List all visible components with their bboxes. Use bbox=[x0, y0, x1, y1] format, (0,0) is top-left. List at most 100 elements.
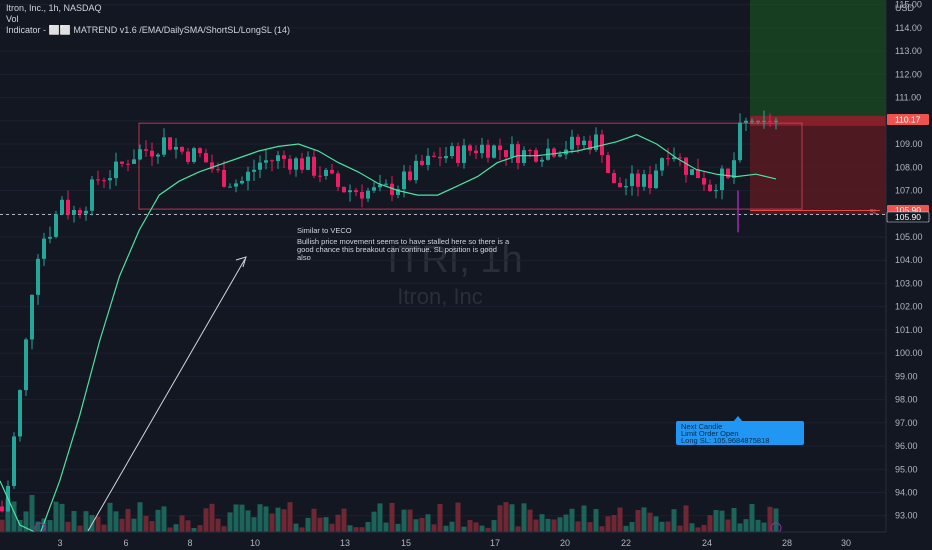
price-tick-label: 96.00 bbox=[895, 441, 918, 451]
candle bbox=[582, 136, 586, 150]
candle bbox=[234, 179, 238, 193]
position-zones[interactable] bbox=[0, 0, 886, 215]
volume-bar bbox=[95, 516, 101, 532]
volume-bar bbox=[155, 509, 161, 532]
time-tick-label: 28 bbox=[782, 538, 792, 548]
candle bbox=[78, 207, 82, 219]
note-line-2[interactable]: good chance this breakout can continue. … bbox=[297, 245, 497, 254]
consolidation-box[interactable] bbox=[138, 122, 803, 210]
candle bbox=[750, 118, 754, 125]
candle bbox=[294, 156, 298, 177]
volume-bar bbox=[263, 506, 269, 532]
volume-bar bbox=[533, 519, 539, 532]
volume-bar bbox=[137, 502, 143, 532]
volume-bar bbox=[443, 525, 449, 532]
volume-bar bbox=[743, 519, 749, 532]
volume-bar bbox=[287, 502, 293, 532]
volume-bar bbox=[323, 517, 329, 532]
price-axis[interactable]: USD 93.00 94.00 95.00 96.00 97.00 98.00 99.00 1… bbox=[885, 0, 932, 532]
candle bbox=[558, 151, 562, 158]
volume-bar bbox=[161, 506, 167, 532]
time-tick-label: 22 bbox=[621, 538, 631, 548]
volume-bar bbox=[713, 509, 719, 532]
price-tick-label: 102.00 bbox=[895, 302, 923, 312]
profit-zone[interactable] bbox=[750, 0, 886, 121]
candle bbox=[312, 149, 316, 179]
volume-bar bbox=[0, 519, 5, 532]
note-line-3[interactable]: also bbox=[297, 253, 311, 262]
indicator-legend[interactable]: Indicator - ⬜⬜ MATREND v1.6 /EMA/DailySM… bbox=[6, 25, 291, 35]
candle bbox=[480, 137, 484, 159]
volume-bar bbox=[653, 516, 659, 532]
candle bbox=[258, 155, 262, 178]
candle bbox=[744, 117, 748, 131]
note-title[interactable]: Similar to VECO bbox=[297, 226, 352, 235]
candle bbox=[30, 294, 34, 350]
candle bbox=[348, 184, 352, 202]
volume-bar bbox=[587, 522, 593, 532]
candle bbox=[444, 146, 448, 163]
price-tick-label: 104.00 bbox=[895, 255, 923, 265]
volume-bar bbox=[683, 505, 689, 532]
loss-zone[interactable] bbox=[750, 120, 886, 215]
candle bbox=[618, 177, 622, 188]
volume-bar bbox=[149, 521, 155, 532]
volume-legend[interactable]: Vol bbox=[6, 14, 19, 24]
volume-bar bbox=[557, 517, 563, 532]
volume-bar bbox=[167, 527, 173, 532]
volume-bar bbox=[467, 519, 473, 532]
next-candle-callout[interactable]: Next Candle Limit Order Open Long SL: 10… bbox=[676, 416, 804, 445]
candle bbox=[138, 144, 142, 161]
candle bbox=[306, 151, 310, 171]
volume-bar bbox=[611, 515, 617, 532]
candle bbox=[252, 159, 256, 182]
price-tick-label: 112.00 bbox=[895, 69, 922, 79]
volume-bar bbox=[659, 521, 665, 532]
volume-bar bbox=[701, 524, 707, 532]
volume-bar bbox=[629, 522, 635, 532]
candle bbox=[378, 174, 382, 192]
volume-bar bbox=[335, 514, 341, 532]
candlestick-series bbox=[0, 110, 778, 513]
volume-bar bbox=[773, 508, 779, 532]
time-axis[interactable]: 3 6 8 10 13 15 17 20 22 24 28 30 bbox=[0, 531, 932, 550]
trend-arrow-head bbox=[235, 256, 247, 268]
candle bbox=[216, 162, 220, 173]
sl-price-value-bottom: 105.90 bbox=[895, 212, 921, 222]
trend-arrow-line[interactable] bbox=[87, 258, 246, 532]
callout-box bbox=[676, 421, 804, 445]
candle bbox=[600, 129, 604, 164]
time-tick-label: 17 bbox=[490, 538, 500, 548]
volume-bar bbox=[671, 509, 677, 532]
time-tick-label: 13 bbox=[340, 538, 350, 548]
volume-bar bbox=[719, 510, 725, 532]
volume-bar bbox=[707, 515, 713, 532]
volume-bar bbox=[11, 501, 17, 532]
candle bbox=[72, 205, 76, 223]
current-price-tag bbox=[887, 114, 929, 125]
volume-bar bbox=[419, 517, 425, 532]
candle bbox=[246, 166, 250, 191]
volume-bar bbox=[761, 522, 767, 532]
volume-bar bbox=[281, 509, 287, 532]
drawings[interactable]: Similar to VECO Bullish price movement s… bbox=[34, 207, 878, 534]
candle bbox=[774, 117, 778, 130]
candle bbox=[540, 157, 544, 167]
volume-bar bbox=[53, 501, 59, 532]
matrend-line bbox=[0, 134, 777, 536]
volume-bar bbox=[635, 510, 641, 532]
note-line-1[interactable]: Bullish price movement seems to have sta… bbox=[297, 237, 510, 246]
candle bbox=[84, 206, 88, 221]
current-price-value: 110.17 bbox=[895, 115, 921, 125]
candle bbox=[636, 169, 640, 197]
volume-bar bbox=[485, 527, 491, 532]
volume-bar bbox=[449, 521, 455, 532]
candle bbox=[264, 149, 268, 170]
candle bbox=[606, 152, 610, 174]
volume-bar bbox=[767, 506, 773, 532]
time-tick-label: 15 bbox=[401, 538, 411, 548]
price-tags: 110.17 105.90 105.90 bbox=[886, 114, 930, 223]
candle bbox=[132, 149, 136, 165]
symbol-title[interactable]: Itron, Inc., 1h, NASDAQ bbox=[6, 3, 102, 13]
